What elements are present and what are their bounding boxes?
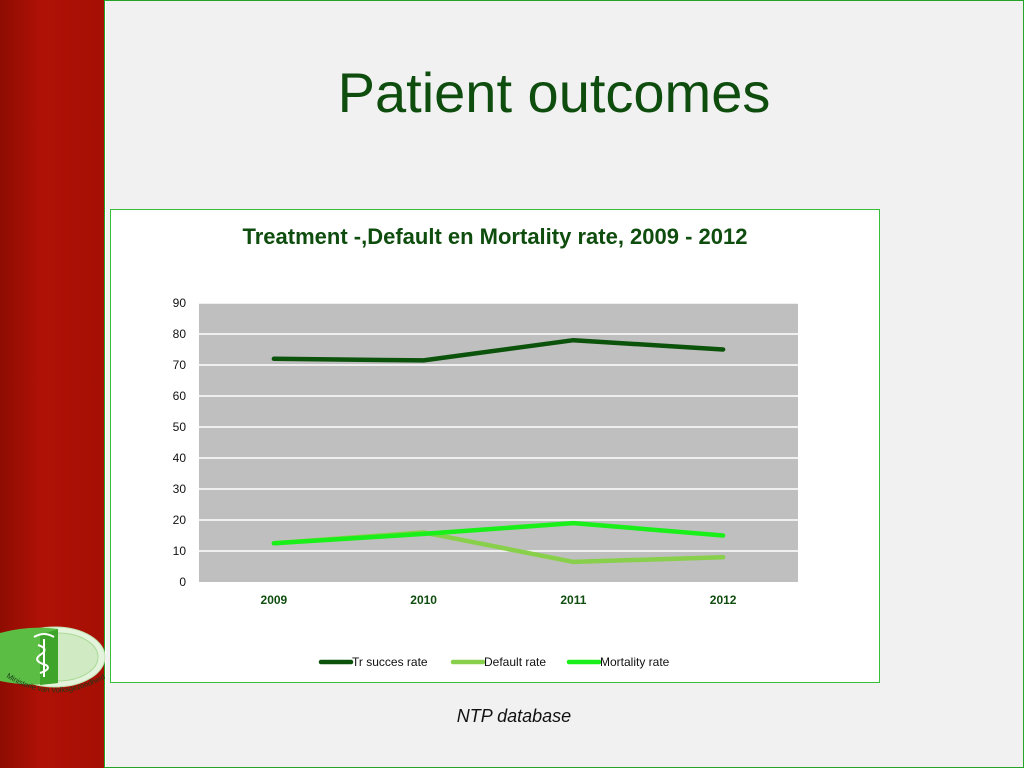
legend-label: Tr succes rate (352, 655, 428, 669)
x-tick-label: 2009 (261, 593, 288, 607)
y-tick-label: 0 (179, 575, 186, 589)
y-tick-label: 30 (173, 482, 187, 496)
x-tick-label: 2011 (560, 593, 586, 607)
y-tick-label: 60 (173, 389, 187, 403)
series-line (271, 337, 726, 363)
line-chart: 0 10 20 30 40 50 60 70 80 90 2009 2010 2011 2012 Tr su… (173, 296, 798, 669)
y-tick-label: 40 (173, 451, 187, 465)
y-tick-label: 20 (173, 513, 187, 527)
ministry-logo: Ministerie van Volksgezondheid (0, 626, 106, 695)
y-tick-label: 10 (173, 544, 187, 558)
chart-title: Treatment -,Default en Mortality rate, 2… (242, 224, 748, 249)
source-note: NTP database (456, 706, 572, 726)
x-tick-label: 2012 (710, 593, 737, 607)
x-tick-label: 2010 (410, 593, 437, 607)
y-tick-label: 90 (173, 296, 187, 310)
chart-container: Treatment -,Default en Mortality rate, 2… (110, 209, 880, 683)
legend-label: Mortality rate (600, 655, 670, 669)
y-tick-label: 70 (173, 358, 187, 372)
y-tick-label: 80 (173, 327, 187, 341)
series-line (271, 520, 726, 546)
legend-label: Default rate (484, 655, 546, 669)
y-tick-label: 50 (173, 420, 187, 434)
slide-title: Patient outcomes (337, 61, 771, 124)
